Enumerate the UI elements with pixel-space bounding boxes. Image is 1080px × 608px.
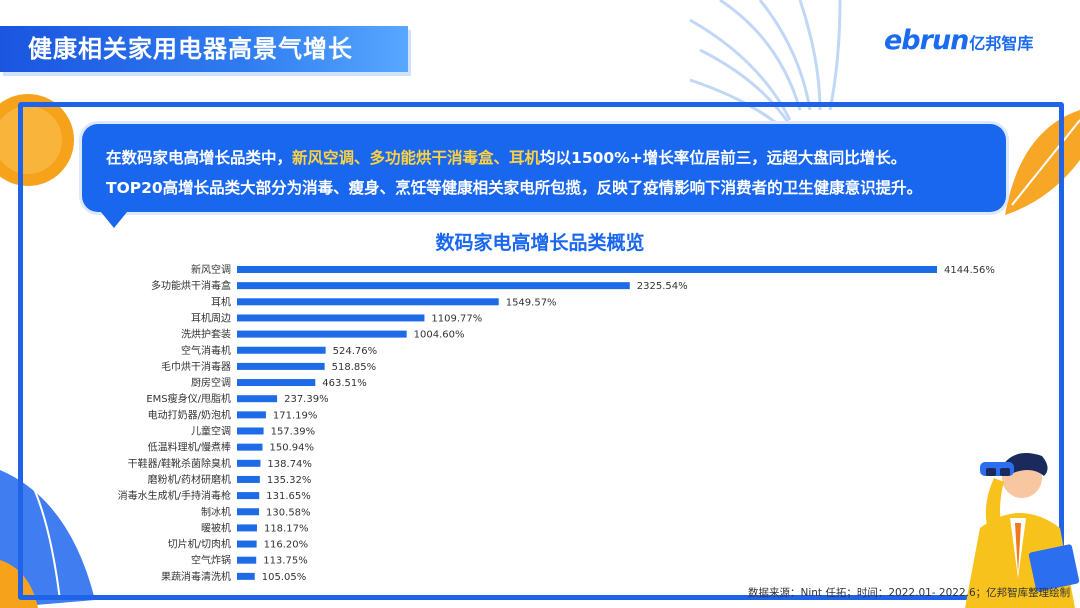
bar bbox=[237, 443, 263, 451]
bar bbox=[237, 266, 937, 273]
category-label: 儿童空调 bbox=[191, 425, 231, 438]
bar bbox=[237, 524, 257, 532]
category-label: 耳机周边 bbox=[191, 311, 231, 324]
category-label: 消毒水生成机/手持消毒枪 bbox=[118, 489, 231, 502]
value-label: 116.20% bbox=[264, 540, 309, 551]
category-label: 低温料理机/慢煮棒 bbox=[148, 441, 231, 454]
bar bbox=[237, 395, 278, 403]
summary-line-1-highlight: 新风空调、多功能烘干消毒盒、耳机 bbox=[292, 149, 541, 167]
category-label: 电动打奶器/奶泡机 bbox=[148, 408, 231, 421]
value-label: 237.39% bbox=[284, 394, 329, 405]
bar bbox=[237, 427, 264, 435]
value-label: 105.05% bbox=[262, 572, 307, 583]
category-label: 制冰机 bbox=[201, 505, 231, 518]
category-label: EMS瘦身仪/甩脂机 bbox=[146, 392, 231, 405]
value-label: 157.39% bbox=[271, 427, 316, 438]
data-source-note: 数据来源：Nint 任拓；时间：2022.01- 2022.6；亿邦智库整理绘制 bbox=[748, 587, 1071, 599]
bar bbox=[237, 314, 425, 322]
category-label: 空气消毒机 bbox=[181, 344, 231, 357]
value-label: 1004.60% bbox=[414, 330, 465, 341]
bar bbox=[237, 282, 630, 290]
category-label: 多功能烘干消毒盒 bbox=[151, 279, 231, 292]
bar bbox=[237, 492, 260, 500]
bar bbox=[237, 411, 266, 419]
bar bbox=[237, 346, 326, 354]
value-label: 171.19% bbox=[273, 410, 318, 421]
category-label: 新风空调 bbox=[191, 263, 231, 276]
category-label: 切片机/切肉机 bbox=[168, 538, 231, 551]
value-label: 135.32% bbox=[267, 475, 312, 486]
title-banner: 健康相关家用电器高景气增长 bbox=[0, 26, 408, 72]
bar bbox=[237, 459, 261, 467]
value-label: 113.75% bbox=[263, 556, 308, 567]
page-title: 健康相关家用电器高景气增长 bbox=[28, 35, 353, 63]
bar bbox=[237, 556, 257, 564]
category-label: 磨粉机/药材研磨机 bbox=[148, 473, 231, 486]
value-label: 1109.77% bbox=[431, 313, 482, 324]
value-label: 518.85% bbox=[332, 362, 377, 373]
category-label: 果蔬消毒清洗机 bbox=[161, 570, 231, 583]
logo-chinese: 亿邦智库 bbox=[969, 34, 1034, 53]
summary-line-1-post: 均以1500%+增长率位居前三，远超大盘同比增长。 bbox=[540, 149, 907, 167]
callout-tail bbox=[96, 206, 132, 228]
value-label: 138.74% bbox=[267, 459, 312, 470]
bar bbox=[237, 572, 255, 580]
value-label: 150.94% bbox=[269, 443, 314, 454]
bar bbox=[237, 475, 260, 483]
value-label: 463.51% bbox=[322, 378, 367, 389]
category-label: 干鞋器/鞋靴杀菌除臭机 bbox=[128, 457, 231, 470]
bar bbox=[237, 362, 325, 370]
category-label: 暖被机 bbox=[201, 521, 231, 534]
value-label: 130.58% bbox=[266, 507, 311, 518]
category-label: 洗烘护套装 bbox=[181, 328, 231, 341]
bar bbox=[237, 540, 257, 548]
chart-title: 数码家电高增长品类概览 bbox=[435, 232, 645, 254]
category-label: 耳机 bbox=[211, 295, 231, 308]
value-label: 131.65% bbox=[266, 491, 311, 502]
bar bbox=[237, 298, 499, 306]
category-label: 空气炸锅 bbox=[191, 554, 231, 567]
bar bbox=[237, 508, 260, 516]
value-label: 2325.54% bbox=[637, 281, 688, 292]
summary-callout: 在数码家电高增长品类中，新风空调、多功能烘干消毒盒、耳机均以1500%+增长率位… bbox=[82, 124, 1006, 212]
value-label: 1549.57% bbox=[506, 297, 557, 308]
brand-logo: ebrun亿邦智库 bbox=[884, 26, 1033, 56]
value-label: 118.17% bbox=[264, 523, 309, 534]
summary-line-1: 在数码家电高增长品类中，新风空调、多功能烘干消毒盒、耳机均以1500%+增长率位… bbox=[106, 146, 906, 168]
value-label: 4144.56% bbox=[944, 265, 995, 276]
category-label: 厨房空调 bbox=[191, 376, 231, 389]
logo-wordmark: ebrun bbox=[884, 25, 969, 56]
bar bbox=[237, 379, 316, 387]
category-label: 毛巾烘干消毒器 bbox=[161, 360, 231, 373]
value-label: 524.76% bbox=[333, 346, 378, 357]
summary-line-1-pre: 在数码家电高增长品类中， bbox=[106, 149, 293, 167]
person-with-binoculars-illustration bbox=[965, 453, 1080, 608]
summary-line-2: TOP20高增长品类大部分为消毒、瘦身、烹饪等健康相关家电所包揽，反映了疫情影响… bbox=[106, 179, 923, 197]
bar bbox=[237, 330, 407, 338]
content-frame bbox=[18, 102, 1064, 600]
